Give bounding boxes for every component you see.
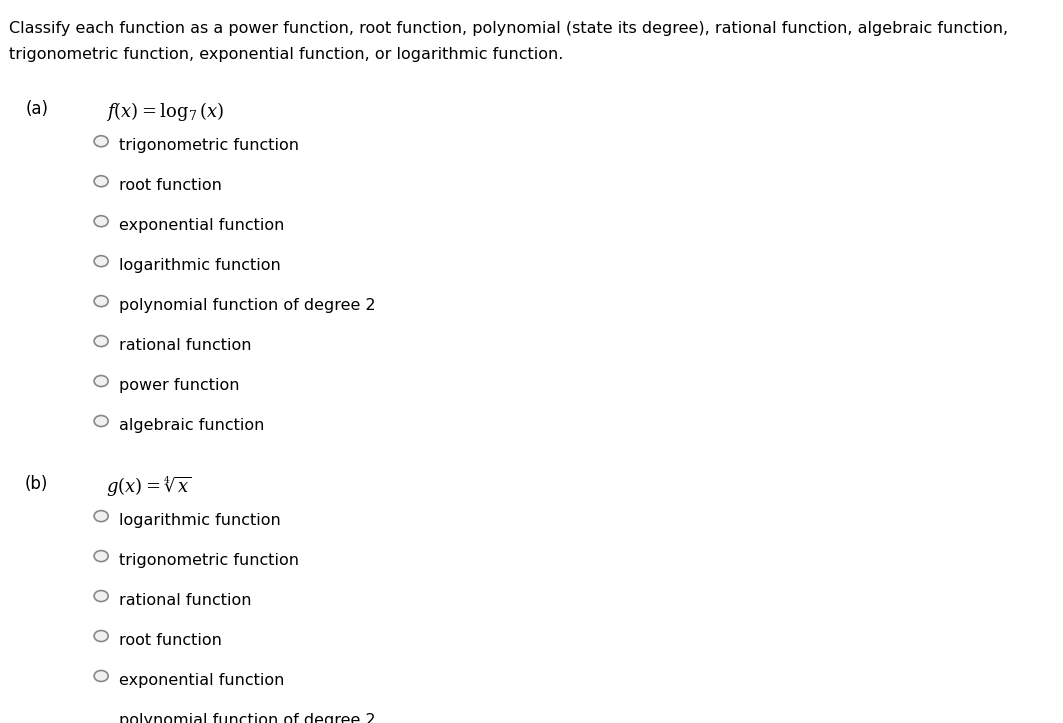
Circle shape (95, 711, 108, 722)
Circle shape (95, 630, 108, 641)
Text: Classify each function as a power function, root function, polynomial (state its: Classify each function as a power functi… (9, 21, 1008, 35)
Text: exponential function: exponential function (119, 672, 284, 688)
Circle shape (95, 375, 108, 387)
Text: $f(x) = \log_7(x)$: $f(x) = \log_7(x)$ (105, 100, 224, 123)
Text: logarithmic function: logarithmic function (119, 257, 281, 273)
Text: logarithmic function: logarithmic function (119, 513, 281, 528)
Text: rational function: rational function (119, 338, 251, 353)
Text: root function: root function (119, 633, 221, 648)
Circle shape (95, 136, 108, 147)
Text: $g(x) = \sqrt[4]{x}$: $g(x) = \sqrt[4]{x}$ (105, 475, 191, 499)
Circle shape (95, 176, 108, 187)
Text: rational function: rational function (119, 593, 251, 607)
Text: (a): (a) (26, 100, 49, 118)
Text: power function: power function (119, 377, 239, 393)
Circle shape (95, 256, 108, 267)
Circle shape (95, 335, 108, 346)
Circle shape (95, 416, 108, 427)
Text: polynomial function of degree 2: polynomial function of degree 2 (119, 298, 375, 312)
Text: polynomial function of degree 2: polynomial function of degree 2 (119, 712, 375, 723)
Text: trigonometric function: trigonometric function (119, 552, 299, 568)
Text: root function: root function (119, 178, 221, 193)
Text: (b): (b) (26, 475, 49, 493)
Text: trigonometric function: trigonometric function (119, 138, 299, 153)
Text: exponential function: exponential function (119, 218, 284, 233)
Text: algebraic function: algebraic function (119, 418, 264, 432)
Circle shape (95, 215, 108, 227)
Circle shape (95, 670, 108, 682)
Circle shape (95, 591, 108, 602)
Circle shape (95, 510, 108, 521)
Circle shape (95, 551, 108, 562)
Circle shape (95, 296, 108, 307)
Text: trigonometric function, exponential function, or logarithmic function.: trigonometric function, exponential func… (9, 47, 563, 62)
